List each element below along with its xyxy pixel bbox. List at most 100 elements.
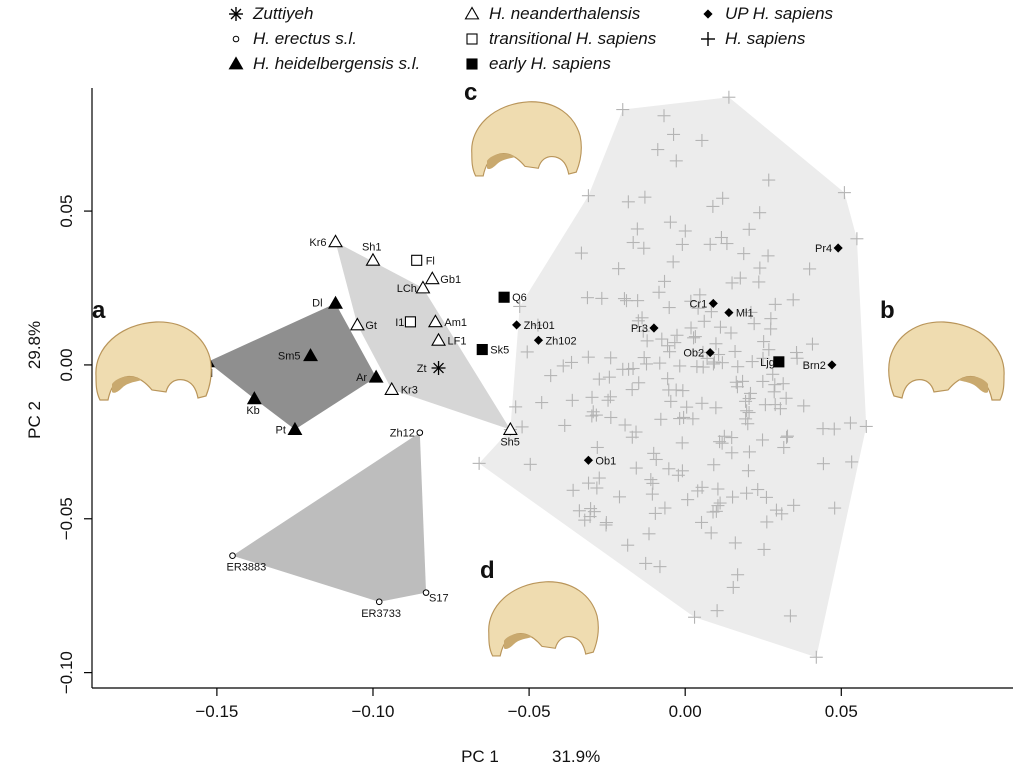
sapiens-point-84 bbox=[695, 480, 709, 494]
sapiens-point-212 bbox=[640, 334, 654, 348]
diamond-mark bbox=[533, 335, 544, 345]
point-kr6 bbox=[328, 234, 343, 248]
sapiens-point-160 bbox=[725, 431, 739, 445]
sapiens-point-225 bbox=[753, 261, 767, 275]
sapiens-point-65 bbox=[658, 501, 672, 515]
sapiens-point-114 bbox=[603, 390, 617, 404]
legend-label-h-erectus-s-l: H. erectus s.l. bbox=[253, 29, 357, 48]
sapiens-point-189 bbox=[578, 513, 592, 527]
hull-h-sapiens bbox=[479, 97, 867, 658]
sapiens-point-59 bbox=[790, 351, 804, 365]
convex-hulls bbox=[207, 97, 867, 658]
point-ob2 bbox=[705, 348, 715, 358]
sapiens-point-54 bbox=[760, 515, 774, 529]
sapiens-point-10 bbox=[581, 189, 595, 203]
skull-illustrations bbox=[95, 101, 1005, 657]
point-label-lch: LCh bbox=[397, 283, 417, 295]
sapiens-point-198 bbox=[675, 237, 689, 251]
sapiens-point-106 bbox=[523, 457, 537, 471]
sapiens-point-31 bbox=[816, 457, 830, 471]
sapiens-point-170 bbox=[768, 378, 782, 392]
sapiens-point-151 bbox=[653, 356, 667, 370]
triangle-mark bbox=[303, 348, 318, 362]
sapiens-point-201 bbox=[706, 357, 720, 371]
sapiens-point-3 bbox=[850, 232, 864, 246]
sapiens-point-80 bbox=[693, 288, 707, 302]
sapiens-point-107 bbox=[704, 526, 718, 540]
triangle-mark bbox=[228, 56, 244, 70]
sapiens-point-118 bbox=[742, 222, 756, 236]
triangle-mark bbox=[384, 381, 400, 395]
point-label-am1: Am1 bbox=[444, 317, 467, 329]
triangle-mark bbox=[349, 317, 365, 331]
sapiens-point-64 bbox=[695, 133, 709, 147]
point-label-er3883: ER3883 bbox=[226, 562, 266, 574]
sapiens-point-32 bbox=[742, 406, 756, 420]
point-label-kb: Kb bbox=[246, 405, 259, 417]
point-label-ob1: Ob1 bbox=[595, 455, 616, 467]
sapiens-point-18 bbox=[703, 237, 717, 251]
sapiens-point-53 bbox=[725, 276, 739, 290]
point-label-kr6: Kr6 bbox=[309, 237, 326, 249]
sapiens-point-68 bbox=[757, 542, 771, 556]
y-tick-label-2: 0.00 bbox=[57, 348, 76, 381]
sapiens-point-99 bbox=[717, 429, 731, 443]
sapiens-point-216 bbox=[535, 396, 549, 410]
sapiens-point-87 bbox=[688, 330, 702, 344]
diamond-mark bbox=[833, 243, 843, 253]
sapiens-point-199 bbox=[715, 436, 729, 450]
sapiens-point-130 bbox=[604, 411, 618, 425]
sapiens-point-131 bbox=[695, 396, 709, 410]
sapiens-point-210 bbox=[709, 401, 723, 415]
sapiens-point-173 bbox=[621, 538, 635, 552]
sapiens-point-4 bbox=[859, 419, 873, 433]
point-zh102 bbox=[533, 335, 544, 345]
circle-mark bbox=[375, 598, 383, 606]
sapiens-point-218 bbox=[776, 377, 790, 391]
sapiens-point-211 bbox=[758, 398, 772, 412]
sapiens-point-146 bbox=[769, 503, 783, 517]
point-label-dl: Dl bbox=[312, 297, 322, 309]
triangle-mark bbox=[328, 234, 343, 248]
panel-letter-b: b bbox=[880, 297, 895, 324]
sapiens-point-166 bbox=[751, 483, 765, 497]
sapiens-point-132 bbox=[544, 369, 558, 383]
diamond-mark bbox=[703, 9, 713, 19]
sapiens-point-38 bbox=[745, 355, 759, 369]
sapiens-point-112 bbox=[625, 430, 639, 444]
sapiens-point-36 bbox=[775, 507, 789, 521]
sapiens-point-163 bbox=[590, 440, 604, 454]
sapiens-point-39 bbox=[592, 471, 606, 485]
sapiens-point-104 bbox=[726, 490, 740, 504]
axes: −0.15 −0.10 −0.05 0.00 0.05 −0.10 −0.05 0.00 0.0… bbox=[57, 88, 1013, 721]
y-tick-label-1: −0.05 bbox=[57, 497, 76, 540]
sapiens-point-108 bbox=[566, 483, 580, 497]
sapiens-point-98 bbox=[585, 390, 599, 404]
sapiens-point-126 bbox=[711, 499, 725, 513]
point-label-q6: Q6 bbox=[512, 292, 527, 304]
sapiens-point-110 bbox=[724, 326, 738, 340]
sapiens-point-157 bbox=[590, 481, 604, 495]
point-label-zh102: Zh102 bbox=[545, 335, 576, 347]
point-label-ljg: Ljg bbox=[760, 357, 775, 369]
sapiens-point-192 bbox=[706, 199, 720, 213]
skull-b bbox=[888, 321, 1005, 401]
sapiens-point-138 bbox=[739, 412, 753, 426]
sapiens-point-204 bbox=[756, 351, 770, 365]
sapiens-point-63 bbox=[691, 301, 705, 315]
skull-outline bbox=[888, 321, 1005, 401]
legend-label-transitional-h-sapiens: transitional H. sapiens bbox=[489, 29, 657, 48]
sapiens-point-73 bbox=[639, 357, 653, 371]
point-er3733 bbox=[375, 598, 383, 606]
point-label-ob2: Ob2 bbox=[683, 348, 704, 360]
sapiens-point-179 bbox=[637, 351, 651, 365]
sapiens-point-220 bbox=[684, 321, 698, 335]
legend-label-zuttiyeh: Zuttiyeh bbox=[252, 4, 313, 23]
sapiens-point-134 bbox=[744, 305, 758, 319]
sapiens-point-177 bbox=[667, 127, 681, 141]
legend-item-h-heidelbergensis-s-l: H. heidelbergensis s.l. bbox=[228, 54, 420, 73]
sapiens-point-45 bbox=[572, 504, 586, 518]
sapiens-point-227 bbox=[828, 501, 842, 515]
point-label-s17: S17 bbox=[429, 593, 449, 605]
point-label-sh1: Sh1 bbox=[362, 241, 382, 253]
